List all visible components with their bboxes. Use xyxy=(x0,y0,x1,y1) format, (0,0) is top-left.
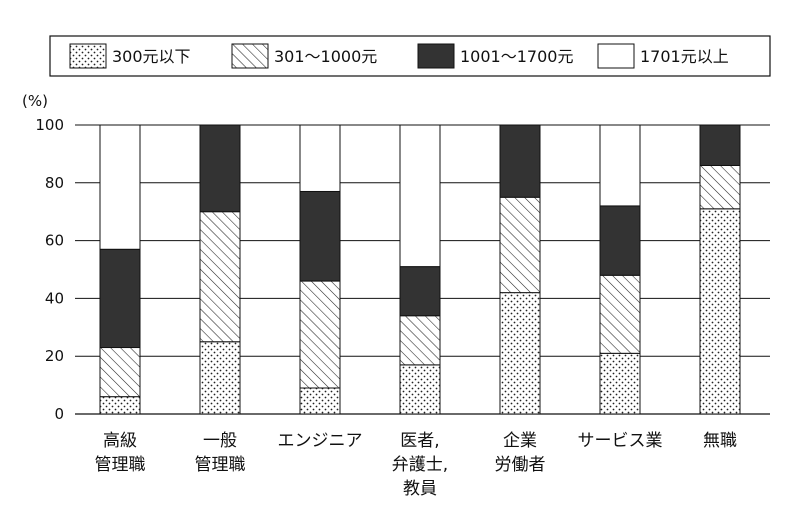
bar-segment xyxy=(299,280,341,389)
y-axis-ticks: 0 20 40 60 80 100 xyxy=(35,116,64,423)
legend-swatch xyxy=(231,43,269,69)
bar-segment xyxy=(699,164,741,210)
y-axis-label: (%) xyxy=(22,92,48,110)
x-tick-label: サービス業 xyxy=(578,431,663,451)
legend-label: 300元以下 xyxy=(112,47,191,66)
y-tick-label: 80 xyxy=(45,174,64,192)
legend-swatch xyxy=(597,43,635,69)
legend-swatch xyxy=(69,43,107,69)
bar-segment xyxy=(199,341,241,415)
x-tick-label: 医者,弁護士,教員 xyxy=(392,431,448,499)
x-tick-label: 高級管理職 xyxy=(95,431,146,475)
bar-segment xyxy=(699,124,741,166)
legend-box xyxy=(49,35,771,77)
legend-label: 1001～1700元 xyxy=(460,47,573,66)
x-tick-label: エンジニア xyxy=(278,431,363,451)
legend: 300元以下 301～1000元 1001～1700元 1701元以上 xyxy=(49,35,771,77)
bar-segment xyxy=(399,124,441,268)
bar-segment xyxy=(99,124,141,250)
x-tick-label: 一般管理職 xyxy=(195,431,246,475)
bar-segment xyxy=(499,196,541,294)
bar-segment xyxy=(599,124,641,207)
x-axis-labels: 高級管理職 一般管理職 エンジニア 医者,弁護士,教員 企業労働者 サービス業 無職 xyxy=(95,431,738,499)
bar-segment xyxy=(99,248,141,349)
y-tick-label: 20 xyxy=(45,347,64,365)
legend-label: 301～1000元 xyxy=(274,47,377,66)
bar-segment xyxy=(399,266,441,317)
bar-segment xyxy=(99,347,141,398)
bar-segment xyxy=(299,124,341,192)
bar-segment xyxy=(299,190,341,282)
bar-segment xyxy=(599,274,641,354)
y-tick-label: 0 xyxy=(54,405,64,423)
bar-segment xyxy=(599,205,641,276)
bar-segment xyxy=(199,124,241,213)
y-tick-label: 60 xyxy=(45,232,64,250)
bar-segment xyxy=(499,292,541,415)
bar-segment xyxy=(199,211,241,343)
bar-segment xyxy=(499,124,541,198)
x-tick-label: 無職 xyxy=(703,431,737,451)
bar-segment xyxy=(599,352,641,415)
bar-segment xyxy=(399,315,441,366)
bar-segment xyxy=(699,208,741,415)
bar-segment xyxy=(399,364,441,415)
x-tick-label: 企業労働者 xyxy=(495,431,546,475)
y-tick-label: 40 xyxy=(45,289,64,307)
y-tick-label: 100 xyxy=(35,116,64,134)
legend-swatch xyxy=(417,43,455,69)
bar-segment xyxy=(99,396,141,415)
bars xyxy=(99,124,741,415)
legend-label: 1701元以上 xyxy=(640,47,729,66)
bar-segment xyxy=(299,387,341,415)
